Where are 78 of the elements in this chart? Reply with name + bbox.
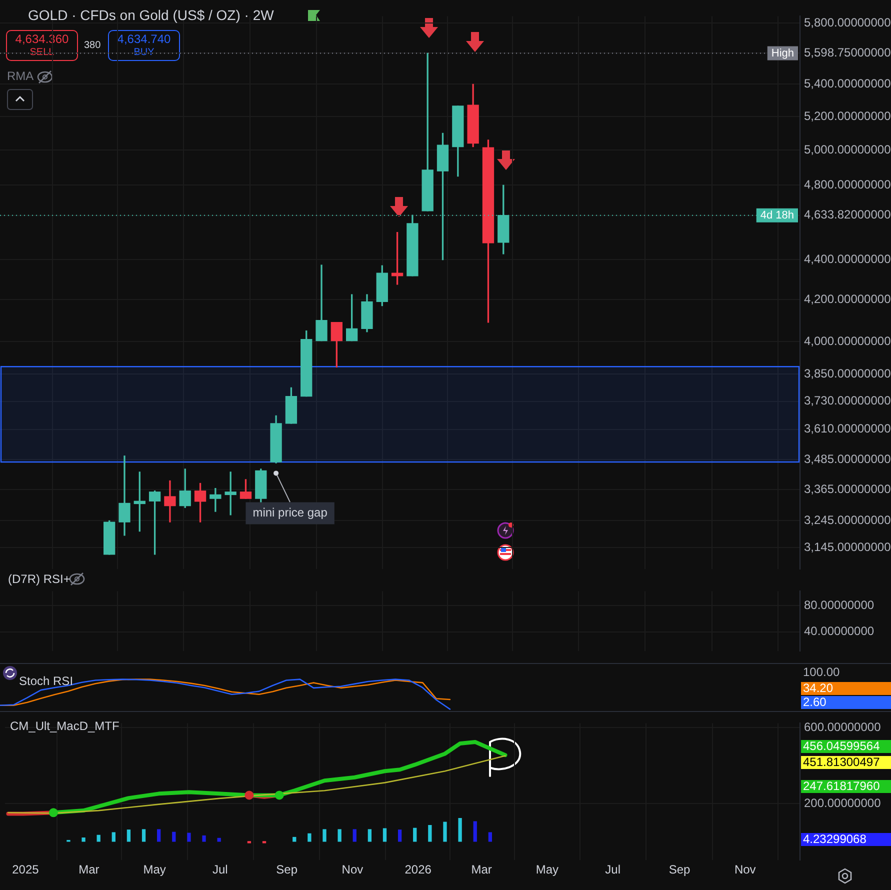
bar: [352, 829, 356, 842]
y-tick-label: 3,610.00000000: [804, 422, 891, 436]
chart-title: GOLD · CFDs on Gold (US$ / OZ) · 2W: [28, 7, 274, 23]
ref-line-label: 4d 18h: [760, 209, 794, 222]
y-tick-label: 5,000.00000000: [804, 142, 891, 156]
annotation: 380: [84, 40, 101, 51]
y-tick-label: 4,400.00000000: [804, 252, 891, 266]
bar: [322, 829, 326, 842]
y-tick-label: 3,850.00000000: [804, 366, 891, 381]
y-tick-label: 40.00000000: [804, 624, 874, 638]
text: 451.81300497: [801, 755, 891, 769]
x-tick-label: Sep: [668, 862, 691, 877]
ref-line-label: High: [771, 47, 794, 60]
y-tick-label: 5,598.75000000: [804, 46, 891, 60]
bar: [458, 818, 462, 842]
y-tick-label: 4,200.00000000: [804, 292, 891, 306]
bar: [428, 824, 432, 842]
candlestick: [118, 456, 130, 536]
text: 2.60: [801, 695, 891, 709]
y-tick-label: 3,730.00000000: [804, 394, 891, 408]
y-tick-label: 5,200.00000000: [804, 108, 891, 123]
bar: [82, 838, 86, 842]
bar: [368, 829, 372, 842]
bar: [172, 832, 176, 842]
text: 100.00: [802, 665, 841, 679]
y-tick-label: 3,245.00000000: [804, 513, 891, 528]
y-tick-label: 600.00000000: [804, 720, 882, 734]
y-tick-label: 3,145.00000000: [804, 540, 891, 554]
x-tick-label: 2025: [12, 862, 40, 877]
chart-title: (D7R) RSI+: [8, 572, 70, 586]
y-tick-label: 4,000.00000000: [804, 334, 891, 348]
annotation: 4,634.740: [116, 32, 172, 46]
x-tick-label: Mar: [471, 862, 492, 877]
x-tick-label: Sep: [276, 862, 298, 877]
bar: [187, 832, 191, 842]
bar: [292, 836, 296, 842]
x-tick-label: Mar: [78, 862, 100, 877]
y-tick-label: 5,400.00000000: [804, 76, 891, 91]
x-tick-label: May: [143, 862, 166, 877]
y-tick-label: 3,365.00000000: [804, 482, 891, 496]
candlestick: [164, 480, 176, 522]
x-tick-label: Nov: [734, 862, 756, 877]
candlestick: [210, 488, 222, 512]
bar: [398, 830, 402, 842]
bar: [96, 834, 100, 842]
text: 4.23299068: [801, 832, 891, 846]
bar: [157, 829, 161, 842]
bar: [473, 821, 477, 842]
y-tick-label: 3,485.00000000: [804, 452, 891, 466]
bar: [112, 832, 116, 842]
y-tick-label: 80.00000000: [804, 598, 874, 612]
x-tick-label: Jul: [212, 862, 228, 877]
bar: [308, 833, 312, 842]
x-tick-label: 2026: [404, 862, 432, 877]
y-tick-label: 200.00000000: [804, 796, 882, 810]
bar: [202, 835, 206, 842]
y-tick-label: 4,800.00000000: [804, 177, 891, 192]
x-tick-label: May: [536, 862, 559, 877]
x-tick-label: Jul: [605, 862, 620, 877]
text: 34.20: [801, 681, 891, 695]
bar: [338, 829, 342, 842]
y-tick-label: 5,800.00000000: [804, 15, 891, 30]
chart-title: CM_Ult_MacD_MTF: [10, 719, 120, 733]
annotation: mini price gap: [252, 506, 328, 520]
x-tick-label: Nov: [342, 862, 364, 877]
annotation: RMA: [7, 69, 34, 83]
text: 247.61817960: [801, 779, 891, 793]
bar: [142, 829, 146, 842]
y-tick-label: 4,633.82000000: [804, 208, 891, 222]
bar: [443, 822, 447, 842]
bar: [217, 838, 221, 842]
annotation: 4,634.360: [14, 32, 70, 46]
bar: [413, 828, 417, 842]
bar: [488, 832, 492, 842]
bar: [382, 828, 387, 842]
text: 456.04599564: [801, 739, 891, 753]
bar: [126, 830, 131, 842]
chart-title: Stoch RSI: [19, 674, 74, 688]
